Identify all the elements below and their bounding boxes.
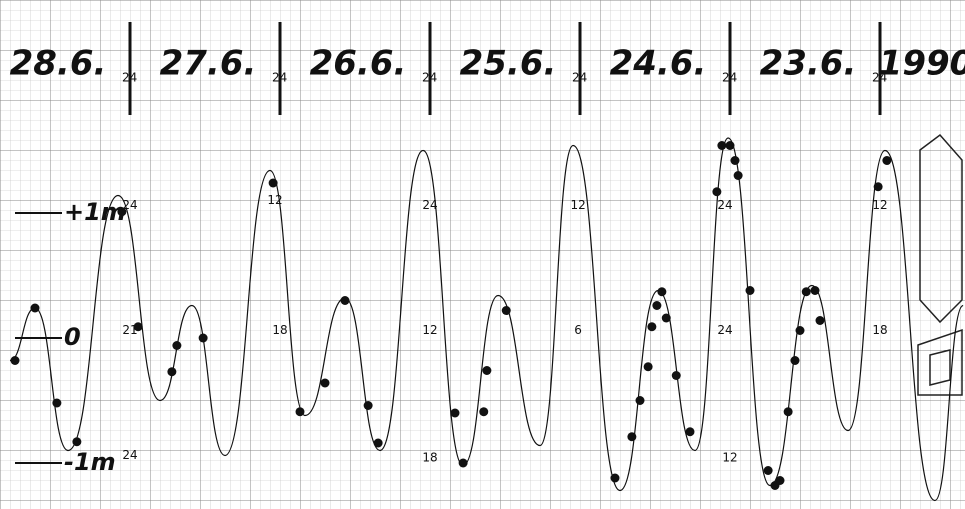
- x-tick-label: 24: [122, 71, 137, 85]
- hour-label: 12: [570, 198, 585, 212]
- observation-point: [479, 407, 488, 416]
- observation-point: [811, 286, 820, 295]
- observation-point: [199, 334, 208, 343]
- observation-point: [167, 367, 176, 376]
- observation-point: [364, 401, 373, 410]
- observation-point: [731, 156, 740, 165]
- hour-label: 18: [422, 451, 437, 465]
- observation-point: [816, 316, 825, 325]
- date-label: 25.6.: [460, 44, 557, 84]
- observation-point: [52, 399, 61, 408]
- date-label: 24.6.: [610, 44, 707, 84]
- observation-point: [117, 207, 126, 216]
- hour-label: 24: [717, 198, 732, 212]
- x-tick-label: 24: [722, 71, 737, 85]
- observation-point: [611, 474, 620, 483]
- date-label: 27.6.: [160, 44, 257, 84]
- observation-point: [662, 314, 671, 323]
- observation-point: [627, 432, 636, 441]
- observation-point: [882, 156, 891, 165]
- observation-point: [712, 187, 721, 196]
- hour-label: 12: [872, 198, 887, 212]
- date-label: 1990: [879, 44, 965, 84]
- date-label: 26.6.: [310, 44, 407, 84]
- observation-point: [647, 322, 656, 331]
- observation-point: [636, 396, 645, 405]
- observation-point: [459, 459, 468, 468]
- hour-label: 18: [272, 323, 287, 337]
- date-label: 23.6.: [760, 44, 857, 84]
- hour-label: 24: [717, 323, 732, 337]
- x-tick-label: 24: [422, 71, 437, 85]
- observation-point: [672, 371, 681, 380]
- hour-label: 12: [422, 323, 437, 337]
- observation-point: [72, 437, 81, 446]
- x-tick-label: 24: [572, 71, 587, 85]
- observation-point: [269, 179, 278, 188]
- observation-point: [374, 439, 383, 448]
- observation-point: [134, 322, 143, 331]
- observation-point: [652, 301, 661, 310]
- observation-point: [644, 362, 653, 371]
- hour-label: 18: [872, 323, 887, 337]
- x-tick-label: 24: [272, 71, 287, 85]
- observation-point: [686, 427, 695, 436]
- observation-point: [31, 304, 40, 313]
- observation-point: [874, 182, 883, 191]
- hour-label: 24: [122, 448, 137, 462]
- hour-label: 6: [574, 323, 582, 337]
- y-tick-label: -1m: [64, 448, 116, 476]
- observation-point: [451, 409, 460, 418]
- observation-point: [11, 356, 20, 365]
- observation-point: [784, 407, 793, 416]
- observation-point: [341, 296, 350, 305]
- y-tick-label: +1m: [64, 198, 126, 226]
- hour-label: 12: [722, 451, 737, 465]
- y-tick-label: 0: [64, 323, 81, 351]
- tide-chart: 24 24 24 24 24 24 28.6. 27.6. 26.6. 25.6. 24.6. 23.…: [0, 0, 965, 509]
- observation-point: [776, 476, 785, 485]
- observation-point: [296, 407, 305, 416]
- observation-point: [802, 287, 811, 296]
- observation-point: [321, 379, 330, 388]
- observation-point: [796, 326, 805, 335]
- observation-point: [172, 341, 181, 350]
- observation-point: [657, 287, 666, 296]
- observation-point: [726, 141, 735, 150]
- observation-point: [734, 171, 743, 180]
- observation-point: [764, 466, 773, 475]
- observation-point: [746, 286, 755, 295]
- observation-point: [791, 356, 800, 365]
- date-label: 28.6.: [10, 44, 107, 84]
- observation-point: [482, 366, 491, 375]
- observation-point: [502, 306, 511, 315]
- observation-point: [717, 141, 726, 150]
